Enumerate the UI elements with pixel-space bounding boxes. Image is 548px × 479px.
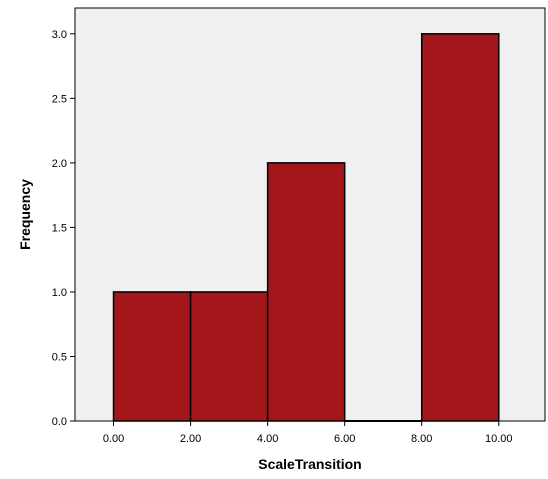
- x-tick-label: 0.00: [103, 433, 124, 445]
- histogram-bar-2: [266, 162, 346, 422]
- histogram-bar-1: [189, 291, 269, 422]
- y-tick-label: 0.5: [52, 351, 67, 363]
- x-tick-label: 4.00: [257, 433, 278, 445]
- y-axis-title: Frequency: [17, 179, 33, 250]
- x-axis: 0.00 2.00 4.00 6.00 8.00 10.00: [103, 421, 513, 445]
- x-tick-label: 2.00: [180, 433, 201, 445]
- y-tick-label: 1.5: [52, 222, 67, 234]
- x-tick-label: 8.00: [411, 433, 432, 445]
- bars-group: [112, 33, 500, 422]
- y-tick-label: 3.0: [52, 29, 67, 41]
- x-axis-title: ScaleTransition: [258, 456, 361, 472]
- y-tick-label: 2.5: [52, 93, 67, 105]
- histogram-bar-0: [112, 291, 192, 422]
- y-axis: 0.0 0.5 1.0 1.5 2.0 2.5 3.0: [52, 29, 75, 428]
- y-tick-label: 0.0: [52, 416, 67, 428]
- y-tick-label: 2.0: [52, 158, 67, 170]
- histogram-bar-4: [420, 33, 500, 422]
- x-tick-label: 6.00: [334, 433, 355, 445]
- y-tick-label: 1.0: [52, 287, 67, 299]
- x-tick-label: 10.00: [485, 433, 513, 445]
